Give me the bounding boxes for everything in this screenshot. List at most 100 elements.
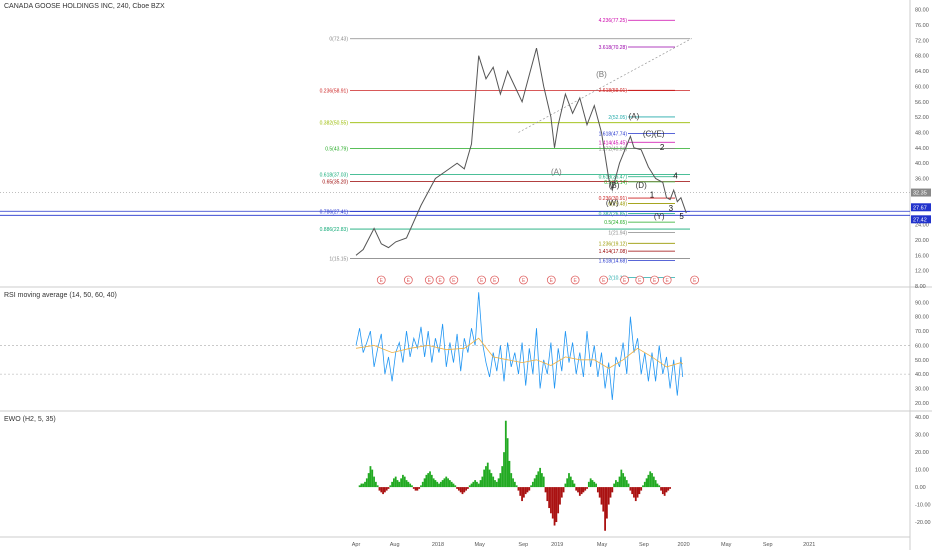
fib-ext-label: 2(52.05): [608, 115, 627, 121]
earnings-marker-label: E: [438, 278, 442, 284]
ewo-bar: [508, 460, 511, 488]
ewo-bar: [515, 485, 518, 488]
wave-label: (E): [654, 129, 665, 138]
fib-level-label: 0.786(27.41): [320, 210, 349, 216]
ewo-bar: [490, 473, 493, 488]
wave-label: (W): [606, 198, 619, 207]
ewo-bar: [544, 487, 547, 493]
ewo-bar: [439, 481, 442, 488]
ewo-bar: [531, 481, 534, 488]
ewo-bar: [472, 481, 475, 488]
earnings-marker: [635, 275, 645, 285]
ewo-bar: [607, 487, 610, 505]
ewo-bar: [463, 487, 466, 493]
ewo-bar: [441, 480, 444, 488]
fib-level-label: 0.618(37.03): [320, 173, 349, 179]
fib-ext-label: 1.236(19.12): [599, 241, 628, 247]
earnings-marker-label: E: [452, 278, 456, 284]
ewo-bar: [483, 469, 486, 488]
time-axis-label: Sep: [639, 542, 649, 548]
ewo-bar: [492, 476, 495, 488]
ewo-bar: [524, 487, 527, 495]
ewo-bar: [609, 487, 612, 498]
ewo-bar: [519, 487, 522, 496]
ewo-bar: [620, 469, 623, 488]
ewo-bar: [643, 481, 646, 488]
main-chart-title: CANADA GOOSE HOLDINGS INC, 240, Cboe BZX: [4, 3, 165, 10]
ewo-bar: [667, 487, 670, 491]
earnings-marker-label: E: [573, 278, 577, 284]
time-axis-label: Aug: [390, 542, 400, 548]
ewo-axis-tick-label: 20.00: [915, 450, 929, 456]
price-marker-badge: [911, 203, 931, 212]
ewo-bar: [584, 487, 587, 491]
ewo-bar: [569, 476, 572, 488]
time-axis-label: 2020: [677, 542, 689, 548]
ewo-bar: [645, 478, 648, 488]
time-axis-label: May: [597, 542, 608, 548]
rsi-ma-line: [355, 337, 683, 369]
ewo-bar: [432, 478, 435, 488]
ewo-bar: [418, 487, 421, 489]
ewo-bar: [362, 483, 365, 488]
price-axis-tick-label: 64.00: [915, 69, 929, 75]
ewo-bar: [605, 487, 608, 519]
ewo-bar: [402, 474, 404, 488]
ewo-bar: [488, 469, 491, 488]
fib-ext-label: 0(29.48): [608, 202, 627, 208]
earnings-marker: [662, 275, 672, 285]
fib-level-label: 0.886(22.83): [320, 227, 349, 233]
ewo-bar: [499, 473, 502, 488]
ewo-bar: [405, 480, 408, 488]
ewo-bar: [421, 481, 424, 488]
earnings-marker: [477, 275, 487, 285]
earnings-marker: [690, 275, 700, 285]
ewo-bar: [562, 487, 565, 493]
ewo-bar: [600, 487, 603, 505]
ewo-bar: [526, 487, 529, 493]
wave-label: (D): [636, 181, 647, 190]
ewo-bar: [438, 483, 440, 488]
ewo-bar: [663, 487, 666, 496]
ewo-bar: [378, 487, 381, 491]
rsi-axis-tick-label: 90.00: [915, 300, 929, 306]
earnings-marker-label: E: [602, 278, 606, 284]
ewo-axis-tick-label: 30.00: [915, 433, 929, 439]
fib-ext-label: 1.618(14.68): [599, 258, 628, 264]
ewo-bar: [651, 473, 653, 488]
ewo-bar: [461, 487, 464, 495]
fib-level-label: 0.236(58.91): [320, 89, 349, 95]
ewo-axis-tick-label: -20.00: [915, 520, 931, 526]
ewo-bar: [652, 476, 655, 488]
rsi-axis-tick-label: 50.00: [915, 358, 929, 364]
time-axis-label: Apr: [352, 542, 361, 548]
ewo-bar: [407, 481, 410, 488]
fib-ext-label: 0.5(24.65): [604, 220, 627, 226]
fib-ext-label: 1.414(45.45): [599, 140, 628, 146]
ewo-bar: [631, 487, 634, 495]
ewo-bar: [589, 478, 592, 488]
ewo-bar: [513, 481, 516, 488]
ewo-bar: [447, 478, 449, 488]
ewo-bar: [598, 487, 601, 498]
ewo-bar: [566, 478, 569, 488]
ewo-bar: [571, 480, 574, 488]
ewo-bar: [550, 487, 552, 514]
ewo-bar: [613, 483, 616, 488]
earnings-marker: [490, 275, 500, 285]
ewo-bar: [497, 478, 500, 488]
ewo-bar: [436, 481, 439, 488]
wave-label: 5: [679, 212, 684, 221]
rsi-pane-title: RSI moving average (14, 50, 60, 40): [4, 292, 117, 299]
earnings-marker-label: E: [522, 278, 526, 284]
rsi-axis-tick-label: 80.00: [915, 315, 929, 321]
earnings-marker: [599, 275, 609, 285]
ewo-bar: [385, 487, 388, 491]
ewo-bar: [380, 487, 383, 493]
ewo-bar: [528, 487, 531, 491]
ewo-bar: [593, 481, 596, 488]
price-axis-tick-label: 72.00: [915, 38, 929, 44]
ewo-bar: [669, 487, 671, 489]
ewo-bar: [425, 474, 428, 488]
